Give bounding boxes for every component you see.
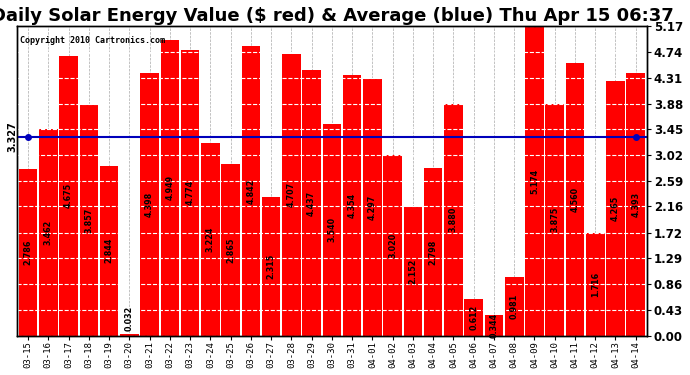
Bar: [59, 56, 78, 336]
Bar: [181, 50, 199, 336]
Text: 2.315: 2.315: [266, 254, 275, 279]
Bar: [484, 315, 503, 336]
Text: 3.857: 3.857: [84, 208, 93, 233]
Text: 0.032: 0.032: [125, 306, 134, 331]
Text: 2.152: 2.152: [408, 259, 417, 284]
Bar: [606, 81, 624, 336]
Text: 3.540: 3.540: [327, 217, 337, 242]
Bar: [100, 166, 119, 336]
Bar: [343, 75, 362, 336]
Bar: [79, 105, 98, 336]
Bar: [161, 40, 179, 336]
Text: 4.265: 4.265: [611, 195, 620, 221]
Text: 4.393: 4.393: [631, 192, 640, 217]
Text: 4.560: 4.560: [571, 187, 580, 212]
Text: 2.798: 2.798: [428, 239, 437, 265]
Text: 2.786: 2.786: [23, 240, 32, 265]
Bar: [363, 79, 382, 336]
Text: 4.707: 4.707: [287, 182, 296, 207]
Bar: [444, 104, 463, 336]
Bar: [201, 143, 219, 336]
Bar: [19, 169, 37, 336]
Text: 3.875: 3.875: [550, 207, 559, 232]
Bar: [505, 277, 524, 336]
Bar: [404, 207, 422, 336]
Text: 4.774: 4.774: [186, 180, 195, 206]
Text: 4.675: 4.675: [64, 183, 73, 209]
Bar: [282, 54, 301, 336]
Text: 5.174: 5.174: [530, 168, 539, 194]
Bar: [140, 73, 159, 336]
Bar: [586, 233, 604, 336]
Text: 3.327: 3.327: [7, 122, 17, 152]
Text: 3.880: 3.880: [449, 207, 458, 232]
Text: 3.224: 3.224: [206, 226, 215, 252]
Text: 0.344: 0.344: [489, 313, 498, 338]
Text: 0.612: 0.612: [469, 305, 478, 330]
Bar: [241, 46, 260, 336]
Text: Copyright 2010 Cartronics.com: Copyright 2010 Cartronics.com: [20, 36, 165, 45]
Text: 4.354: 4.354: [348, 193, 357, 218]
Text: 4.297: 4.297: [368, 195, 377, 220]
Bar: [323, 124, 342, 336]
Text: 0.981: 0.981: [510, 294, 519, 319]
Text: 4.437: 4.437: [307, 190, 316, 216]
Text: 3.462: 3.462: [44, 219, 53, 245]
Bar: [525, 26, 544, 336]
Text: 3.020: 3.020: [388, 233, 397, 258]
Bar: [424, 168, 442, 336]
Text: 4.949: 4.949: [166, 175, 175, 200]
Bar: [464, 299, 483, 336]
Text: 4.398: 4.398: [145, 192, 154, 217]
Text: 4.842: 4.842: [246, 178, 255, 204]
Bar: [262, 197, 280, 336]
Bar: [566, 63, 584, 336]
Text: 1.716: 1.716: [591, 272, 600, 297]
Bar: [627, 73, 645, 336]
Text: 2.865: 2.865: [226, 237, 235, 262]
Bar: [39, 129, 58, 336]
Bar: [221, 164, 240, 336]
Bar: [384, 155, 402, 336]
Text: 2.844: 2.844: [105, 238, 114, 263]
Bar: [302, 70, 321, 336]
Bar: [120, 334, 139, 336]
Title: Daily Solar Energy Value ($ red) & Average (blue) Thu Apr 15 06:37: Daily Solar Energy Value ($ red) & Avera…: [0, 7, 673, 25]
Bar: [545, 104, 564, 336]
